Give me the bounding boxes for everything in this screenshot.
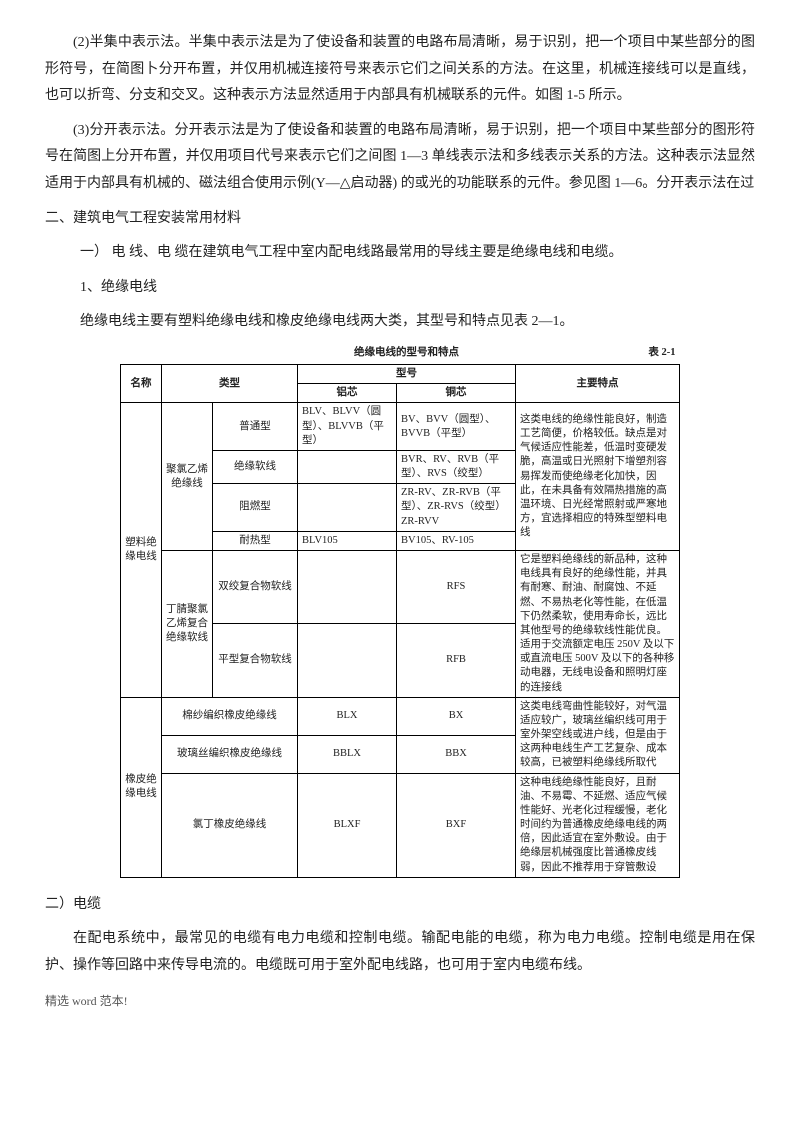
cat-plastic: 塑料绝缘电线 bbox=[121, 403, 162, 697]
r8-cu: BBX bbox=[397, 735, 516, 773]
table-2-1-wrap: 绝缘电线的型号和特点 表 2-1 名称 类型 型号 主要特点 铝芯 铜芯 塑料绝… bbox=[45, 344, 755, 878]
r9-al: BLXF bbox=[298, 773, 397, 877]
r8-t: 玻璃丝编织橡皮绝缘线 bbox=[162, 735, 298, 773]
r1-al: BLV、BLVV（圆型）、BLVVB（平型） bbox=[298, 403, 397, 451]
r3-al bbox=[298, 484, 397, 532]
r8-al: BBLX bbox=[298, 735, 397, 773]
section-2-title: 二、建筑电气工程安装常用材料 bbox=[45, 206, 755, 233]
g2: 丁腈聚氯乙烯复合绝缘软线 bbox=[162, 551, 213, 698]
sec2-1-1-body: 绝缘电线主要有塑料绝缘电线和橡皮绝缘电线两大类，其型号和特点见表 2—1。 bbox=[80, 309, 755, 336]
th-cu: 铜芯 bbox=[397, 384, 516, 403]
r7-cu: BX bbox=[397, 697, 516, 735]
sec2-1: 一） 电 线、电 缆在建筑电气工程中室内配电线路最常用的导线主要是绝缘电线和电缆… bbox=[80, 240, 755, 267]
feat4: 这种电线绝缘性能良好，且耐油、不易霉、不延燃、适应气候性能好、光老化过程缓慢，老… bbox=[516, 773, 680, 877]
para-2-half: (2)半集中表示法。半集中表示法是为了使设备和装置的电路布局清晰，易于识别，把一… bbox=[45, 30, 755, 110]
r6-t: 平型复合物软线 bbox=[213, 624, 298, 697]
r7-t: 棉纱编织橡皮绝缘线 bbox=[162, 697, 298, 735]
cat-rubber: 橡皮绝缘电线 bbox=[121, 697, 162, 877]
table-no: 表 2-1 bbox=[516, 344, 680, 365]
th-model: 型号 bbox=[298, 365, 516, 384]
sec2-2-title: 二）电缆 bbox=[45, 892, 755, 919]
r6-cu: RFB bbox=[397, 624, 516, 697]
table-title: 绝缘电线的型号和特点 bbox=[298, 344, 516, 365]
th-feat: 主要特点 bbox=[516, 365, 680, 403]
feat1: 这类电线的绝缘性能良好，制造工艺简便，价格较低。缺点是对气候适应性能差，低温时变… bbox=[516, 403, 680, 551]
th-al: 铝芯 bbox=[298, 384, 397, 403]
r1-t: 普通型 bbox=[213, 403, 298, 451]
r1-cu: BV、BVV（圆型）、BVVB（平型） bbox=[397, 403, 516, 451]
r6-al bbox=[298, 624, 397, 697]
sec2-2-body: 在配电系统中，最常见的电缆有电力电缆和控制电缆。输配电能的电缆，称为电力电缆。控… bbox=[45, 926, 755, 979]
r9-cu: BXF bbox=[397, 773, 516, 877]
r3-cu: ZR-RV、ZR-RVB（平型）、ZR-RVS（绞型）ZR-RVV bbox=[397, 484, 516, 532]
sec2-1-1: 1、绝缘电线 bbox=[80, 275, 755, 302]
page-footer: 精选 word 范本! bbox=[45, 990, 755, 1013]
r7-al: BLX bbox=[298, 697, 397, 735]
r5-cu: RFS bbox=[397, 551, 516, 624]
table-2-1: 绝缘电线的型号和特点 表 2-1 名称 类型 型号 主要特点 铝芯 铜芯 塑料绝… bbox=[120, 344, 680, 878]
r5-t: 双绞复合物软线 bbox=[213, 551, 298, 624]
feat2: 它是塑料绝缘线的新品种，这种电线具有良好的绝缘性能，并具有耐寒、耐油、耐腐蚀、不… bbox=[516, 551, 680, 698]
r4-t: 耐热型 bbox=[213, 531, 298, 550]
para-3-open: (3)分开表示法。分开表示法是为了使设备和装置的电路布局清晰，易于识别，把一个项… bbox=[45, 118, 755, 198]
r4-cu: BV105、RV-105 bbox=[397, 531, 516, 550]
r9-t: 氯丁橡皮绝缘线 bbox=[162, 773, 298, 877]
r2-al bbox=[298, 450, 397, 483]
g1: 聚氯乙烯绝缘线 bbox=[162, 403, 213, 551]
r2-t: 绝缘软线 bbox=[213, 450, 298, 483]
th-type: 类型 bbox=[162, 365, 298, 403]
feat3: 这类电线弯曲性能较好，对气温适应较广，玻璃丝编织线可用于室外架空线或进户线，但是… bbox=[516, 697, 680, 773]
r2-cu: BVR、RV、RVB（平型）、RVS（绞型） bbox=[397, 450, 516, 483]
r3-t: 阻燃型 bbox=[213, 484, 298, 532]
r4-al: BLV105 bbox=[298, 531, 397, 550]
th-name: 名称 bbox=[121, 365, 162, 403]
r5-al bbox=[298, 551, 397, 624]
